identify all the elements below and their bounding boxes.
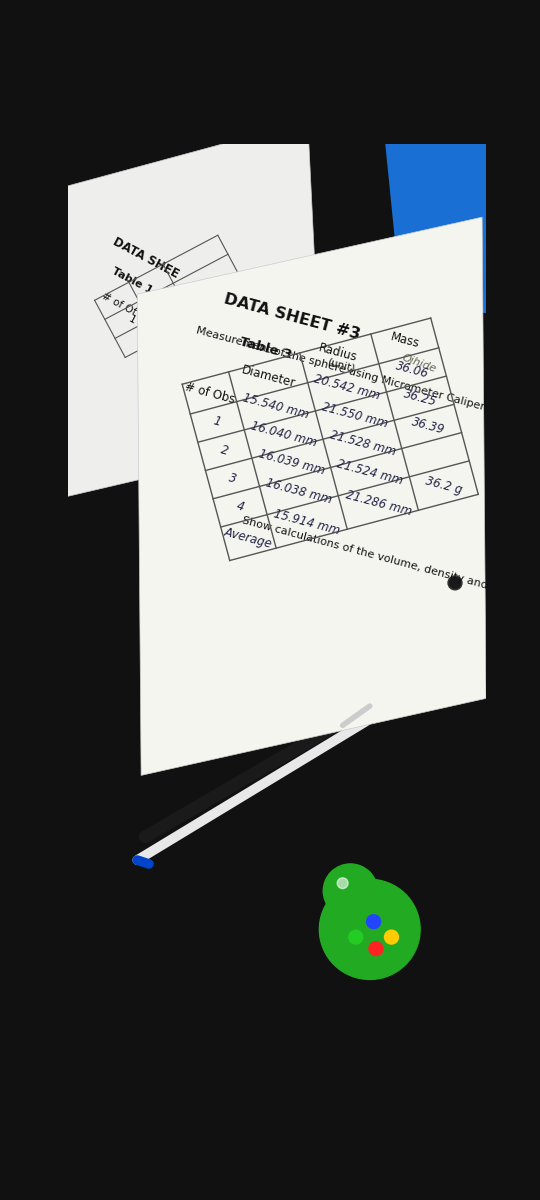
Circle shape (319, 880, 420, 979)
Text: 2: 2 (137, 332, 148, 344)
Text: 1: 1 (127, 314, 138, 325)
Text: Mass: Mass (389, 331, 421, 352)
Circle shape (450, 577, 461, 588)
Text: 36.25: 36.25 (402, 388, 438, 409)
Text: 21.524 mm: 21.524 mm (335, 457, 404, 487)
Text: 20.542 mm: 20.542 mm (313, 372, 382, 402)
Circle shape (349, 930, 363, 944)
Polygon shape (137, 217, 486, 775)
Text: 16.040 mm: 16.040 mm (249, 420, 318, 450)
Text: # of Obs: # of Obs (183, 380, 236, 406)
Circle shape (367, 914, 381, 929)
Text: Table 3: Table 3 (238, 335, 293, 361)
Text: 16.038 mm: 16.038 mm (265, 476, 333, 506)
Text: DATA SHEET #3: DATA SHEET #3 (222, 292, 362, 343)
Text: 36.39: 36.39 (410, 416, 446, 437)
Text: 15.540 mm: 15.540 mm (241, 391, 310, 421)
Text: (unit): (unit) (326, 358, 356, 374)
Text: Average: Average (223, 524, 274, 551)
Text: Show calculations of the volume, density and % error in the space below.: Show calculations of the volume, density… (241, 516, 540, 631)
Text: 16.039 mm: 16.039 mm (256, 448, 326, 478)
Text: Table 1: Table 1 (110, 266, 154, 296)
Circle shape (337, 878, 348, 888)
Circle shape (323, 864, 377, 918)
Text: 3: 3 (227, 472, 238, 486)
Polygon shape (52, 121, 323, 498)
Text: Measurement of the sphere using Micrometer Caliper: Measurement of the sphere using Micromet… (195, 325, 486, 413)
Text: 4: 4 (235, 499, 245, 514)
Text: 2: 2 (220, 443, 230, 457)
Text: Radius: Radius (317, 341, 359, 364)
Text: 15.914 mm: 15.914 mm (273, 506, 342, 538)
Circle shape (369, 942, 383, 955)
Text: DATA SHEE: DATA SHEE (110, 235, 180, 281)
Polygon shape (377, 144, 486, 313)
Circle shape (448, 576, 462, 590)
Text: 21.528 mm: 21.528 mm (328, 428, 397, 458)
Text: 36.06: 36.06 (395, 359, 430, 380)
Text: 21.550 mm: 21.550 mm (320, 401, 389, 431)
Circle shape (384, 930, 399, 944)
Text: Diameter: Diameter (240, 364, 296, 391)
Text: 21.286 mm: 21.286 mm (344, 488, 413, 518)
Text: 1: 1 (212, 415, 222, 430)
Text: Ojhide: Ojhide (401, 353, 438, 374)
Text: 36.2 g: 36.2 g (424, 474, 464, 497)
Polygon shape (362, 144, 401, 306)
Text: # of Of: # of Of (100, 290, 138, 317)
